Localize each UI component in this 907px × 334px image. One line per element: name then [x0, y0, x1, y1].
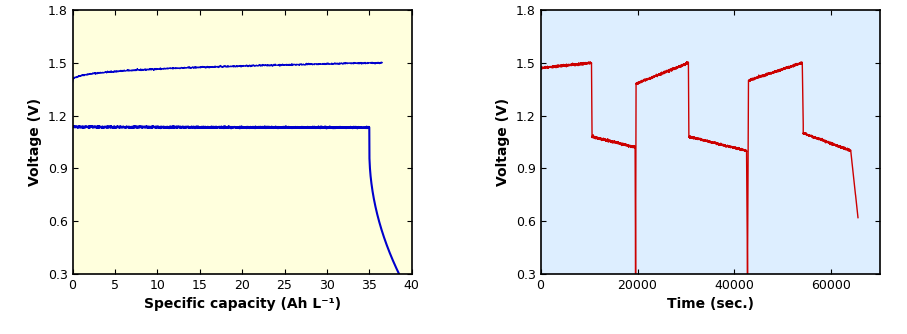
Y-axis label: Voltage (V): Voltage (V) [496, 98, 511, 186]
X-axis label: Specific capacity (Ah L⁻¹): Specific capacity (Ah L⁻¹) [143, 297, 341, 311]
X-axis label: Time (sec.): Time (sec.) [667, 297, 754, 311]
Y-axis label: Voltage (V): Voltage (V) [28, 98, 43, 186]
